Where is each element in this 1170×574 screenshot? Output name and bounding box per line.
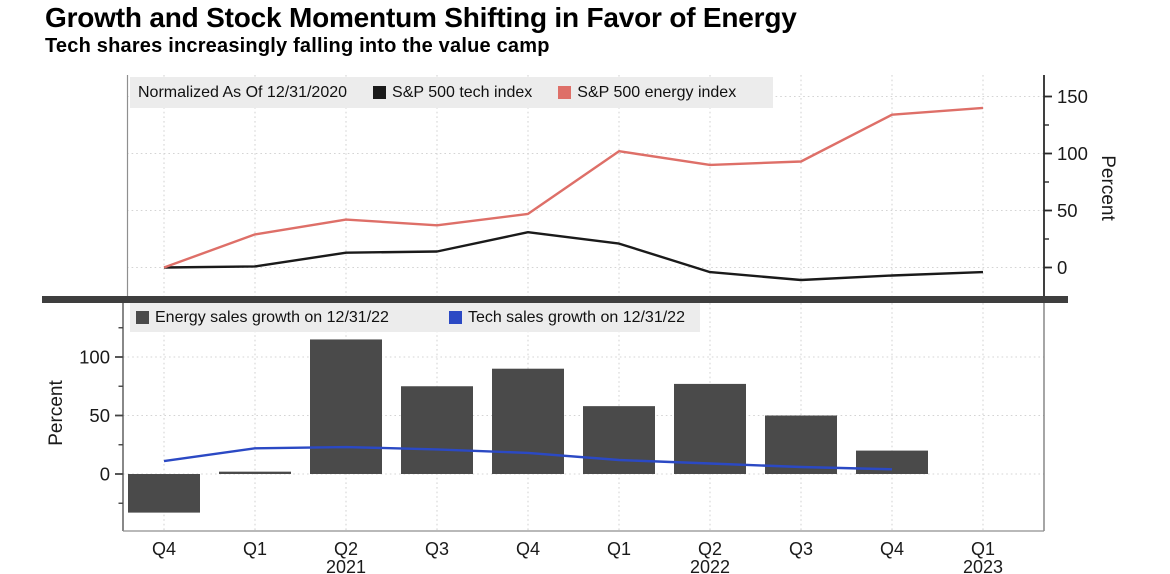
tech-index-line <box>163 230 984 282</box>
energy-index-label: S&P 500 energy index <box>577 83 737 101</box>
tech-sales-swatch-icon <box>448 311 462 324</box>
bottom-y-axis-title: Percent <box>46 380 67 446</box>
energy-sales-bar <box>492 368 564 474</box>
x-tick-label: Q2 <box>334 539 358 559</box>
energy-sales-bar <box>219 471 291 474</box>
x-tick-label: Q4 <box>152 539 176 559</box>
top-chart-legend: Normalized As Of 12/31/2020 S&P 500 tech… <box>130 77 773 108</box>
x-tick-label: Q1 <box>971 539 995 559</box>
x-tick-label: Q4 <box>516 539 540 559</box>
energy-sales-bar <box>128 474 200 513</box>
top-y-axis-title: Percent <box>1097 155 1118 221</box>
energy-sales-bar <box>856 450 928 474</box>
energy-sales-bar <box>401 386 473 474</box>
x-year-label: 2021 <box>326 557 366 574</box>
tech-index-label: S&P 500 tech index <box>392 83 533 101</box>
energy-sales-bar <box>583 406 655 474</box>
x-year-label: 2022 <box>690 557 730 574</box>
x-tick-label: Q3 <box>425 539 449 559</box>
tech-sales-label: Tech sales growth on 12/31/22 <box>467 308 685 326</box>
bottom-y-tick-label: 50 <box>89 405 110 426</box>
bottom-y-tick-label: 0 <box>100 464 110 485</box>
legend-item-energy-sales: Energy sales growth on 12/31/22 <box>136 309 389 327</box>
top-y-tick-label: 0 <box>1057 257 1067 278</box>
energy-sales-bar <box>674 383 746 474</box>
chart-canvas: 0 50 100 150 0 50 100 Q4 Q1 Q2 Q3 Q4 Q1 Q2 Q3 Q4 Q1 2021 2… <box>79 75 1088 574</box>
energy-sales-bar <box>765 415 837 474</box>
energy-sales-label: Energy sales growth on 12/31/22 <box>155 308 389 326</box>
legend-item-tech-sales: Tech sales growth on 12/31/22 <box>448 308 685 327</box>
top-y-tick-label: 50 <box>1057 200 1078 221</box>
page-subtitle: Tech shares increasingly falling into th… <box>45 35 550 57</box>
bottom-chart-legend: Energy sales growth on 12/31/22 Tech sal… <box>130 303 700 332</box>
panel-divider <box>42 296 1068 303</box>
x-tick-label: Q1 <box>243 539 267 559</box>
energy-sales-swatch-icon <box>136 311 149 324</box>
energy-sales-bar <box>310 339 382 474</box>
energy-index-line <box>163 106 984 269</box>
energy-index-swatch-icon <box>558 86 572 99</box>
legend-note: Normalized As Of 12/31/2020 <box>138 83 348 101</box>
x-tick-label: Q1 <box>607 539 631 559</box>
tech-index-swatch-icon <box>373 86 387 99</box>
x-tick-label: Q3 <box>789 539 813 559</box>
x-year-label: 2023 <box>963 557 1003 574</box>
legend-item-tech-index: S&P 500 tech index <box>373 84 532 102</box>
page-title: Growth and Stock Momentum Shifting in Fa… <box>45 2 797 33</box>
x-tick-label: Q4 <box>880 539 904 559</box>
bottom-y-tick-label: 100 <box>79 347 110 368</box>
legend-item-energy-index: S&P 500 energy index <box>558 84 736 102</box>
top-y-tick-label: 100 <box>1057 143 1088 164</box>
tech-sales-line <box>163 445 893 471</box>
x-tick-label: Q2 <box>698 539 722 559</box>
top-y-tick-label: 150 <box>1057 86 1088 107</box>
